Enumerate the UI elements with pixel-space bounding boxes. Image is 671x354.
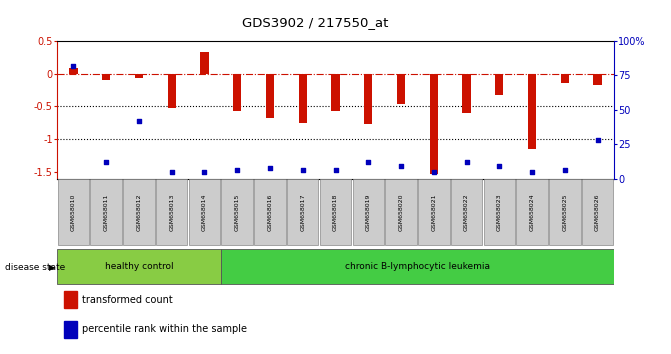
FancyBboxPatch shape <box>582 179 613 245</box>
Point <box>363 159 374 165</box>
Bar <box>364 74 372 124</box>
Point <box>101 159 111 165</box>
Text: GSM658011: GSM658011 <box>104 194 109 231</box>
FancyBboxPatch shape <box>123 179 154 245</box>
Bar <box>69 68 78 74</box>
Text: GSM658017: GSM658017 <box>300 194 305 231</box>
Bar <box>429 74 438 173</box>
Text: transformed count: transformed count <box>82 295 173 305</box>
Text: percentile rank within the sample: percentile rank within the sample <box>82 324 247 334</box>
Bar <box>561 74 569 83</box>
Point <box>68 63 79 68</box>
Text: disease state: disease state <box>5 263 66 272</box>
FancyBboxPatch shape <box>385 179 417 245</box>
Point <box>560 168 570 173</box>
FancyBboxPatch shape <box>189 179 220 245</box>
FancyBboxPatch shape <box>549 179 580 245</box>
Bar <box>528 74 536 149</box>
Text: GSM658022: GSM658022 <box>464 194 469 231</box>
Bar <box>233 74 242 111</box>
Bar <box>266 74 274 118</box>
FancyBboxPatch shape <box>156 179 187 245</box>
Point <box>592 137 603 143</box>
Point <box>461 159 472 165</box>
Point <box>232 168 243 173</box>
FancyBboxPatch shape <box>320 179 351 245</box>
Point <box>330 168 341 173</box>
Point <box>264 165 275 171</box>
Bar <box>64 321 77 338</box>
Text: GSM658013: GSM658013 <box>169 194 174 231</box>
Point <box>527 169 537 175</box>
Point <box>428 169 439 175</box>
Point <box>297 168 308 173</box>
Bar <box>495 74 503 95</box>
Text: GSM658026: GSM658026 <box>595 194 600 231</box>
Text: GSM658018: GSM658018 <box>333 194 338 231</box>
Text: GDS3902 / 217550_at: GDS3902 / 217550_at <box>242 16 389 29</box>
Text: GSM658012: GSM658012 <box>136 194 142 231</box>
FancyBboxPatch shape <box>287 179 319 245</box>
Text: ▶: ▶ <box>49 263 56 272</box>
Point <box>396 164 407 169</box>
Text: GSM658016: GSM658016 <box>268 194 272 231</box>
FancyBboxPatch shape <box>418 179 450 245</box>
Point <box>494 164 505 169</box>
Text: GSM658025: GSM658025 <box>562 194 567 231</box>
Bar <box>201 52 209 74</box>
FancyBboxPatch shape <box>221 249 614 284</box>
Bar <box>135 74 143 78</box>
Text: GSM658014: GSM658014 <box>202 194 207 231</box>
Text: GSM658023: GSM658023 <box>497 194 502 231</box>
FancyBboxPatch shape <box>484 179 515 245</box>
Text: chronic B-lymphocytic leukemia: chronic B-lymphocytic leukemia <box>345 262 490 271</box>
Text: GSM658020: GSM658020 <box>399 194 403 231</box>
Bar <box>331 74 340 111</box>
FancyBboxPatch shape <box>254 179 286 245</box>
Bar <box>593 74 602 85</box>
Bar <box>102 74 110 80</box>
Text: GSM658019: GSM658019 <box>366 194 371 231</box>
Bar <box>299 74 307 123</box>
FancyBboxPatch shape <box>221 179 253 245</box>
Point <box>134 118 144 124</box>
Text: GSM658010: GSM658010 <box>71 194 76 231</box>
Bar <box>168 74 176 108</box>
Text: GSM658021: GSM658021 <box>431 194 436 231</box>
Bar <box>64 291 77 308</box>
FancyBboxPatch shape <box>91 179 122 245</box>
FancyBboxPatch shape <box>517 179 548 245</box>
FancyBboxPatch shape <box>57 249 221 284</box>
Point <box>166 169 177 175</box>
Point <box>199 169 210 175</box>
FancyBboxPatch shape <box>352 179 384 245</box>
Bar <box>397 74 405 104</box>
FancyBboxPatch shape <box>451 179 482 245</box>
Text: GSM658015: GSM658015 <box>235 194 240 231</box>
Text: healthy control: healthy control <box>105 262 173 271</box>
Bar <box>462 74 470 113</box>
Text: GSM658024: GSM658024 <box>529 194 535 231</box>
FancyBboxPatch shape <box>58 179 89 245</box>
